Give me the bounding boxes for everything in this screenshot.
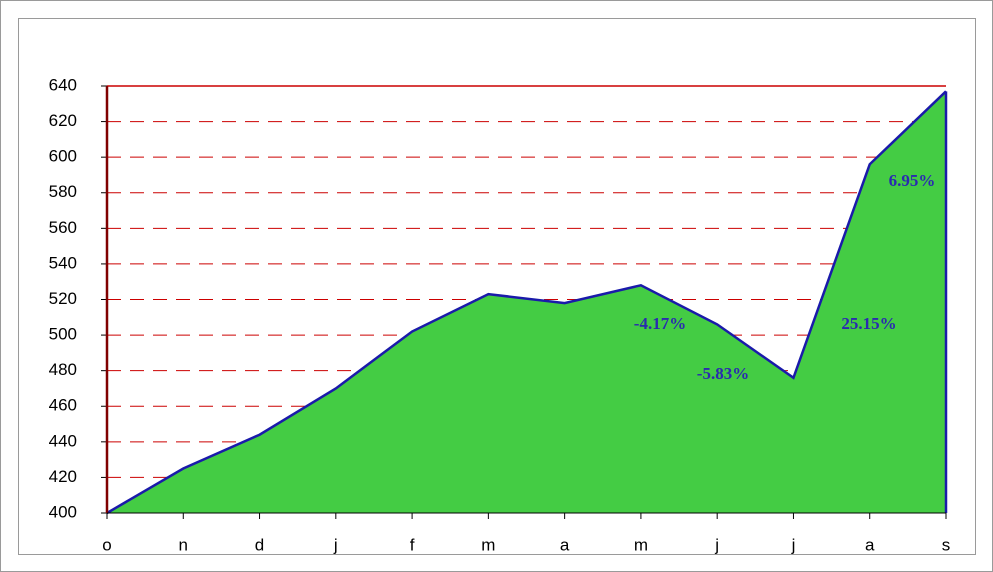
x-tick-label: s [942, 535, 951, 554]
x-tick-label: j [714, 535, 719, 554]
x-tick-label: j [333, 535, 338, 554]
area [107, 91, 946, 514]
x-tick-label: a [560, 535, 570, 554]
x-tick-label: m [481, 535, 495, 554]
y-tick-label: 420 [49, 467, 77, 486]
x-tick-label: n [179, 535, 188, 554]
x-tick-label: f [410, 535, 415, 554]
annotation: -4.17% [634, 314, 686, 333]
x-tick-label: a [865, 535, 875, 554]
y-tick-label: 520 [49, 289, 77, 308]
y-tick-label: 480 [49, 360, 77, 379]
y-tick-label: 440 [49, 431, 77, 450]
line [106, 90, 947, 515]
annotation: 25.15% [841, 314, 896, 333]
y-tick-label: 620 [49, 111, 77, 130]
y-tick-label: 580 [49, 182, 77, 201]
x-tick-label: m [634, 535, 648, 554]
x-tick-label: j [791, 535, 796, 554]
x-tick-label: o [102, 535, 111, 554]
y-tick-label: 400 [49, 502, 77, 521]
annotation: 6.95% [889, 171, 936, 190]
y-tick-label: 460 [49, 396, 77, 415]
y-tick-label: 640 [49, 75, 77, 94]
y-tick-label: 560 [49, 218, 77, 237]
y-tick-label: 600 [49, 147, 77, 166]
y-tick-label: 500 [49, 325, 77, 344]
y-tick-label: 540 [49, 253, 77, 272]
x-tick-label: d [255, 535, 264, 554]
annotation: -5.83% [697, 364, 749, 383]
